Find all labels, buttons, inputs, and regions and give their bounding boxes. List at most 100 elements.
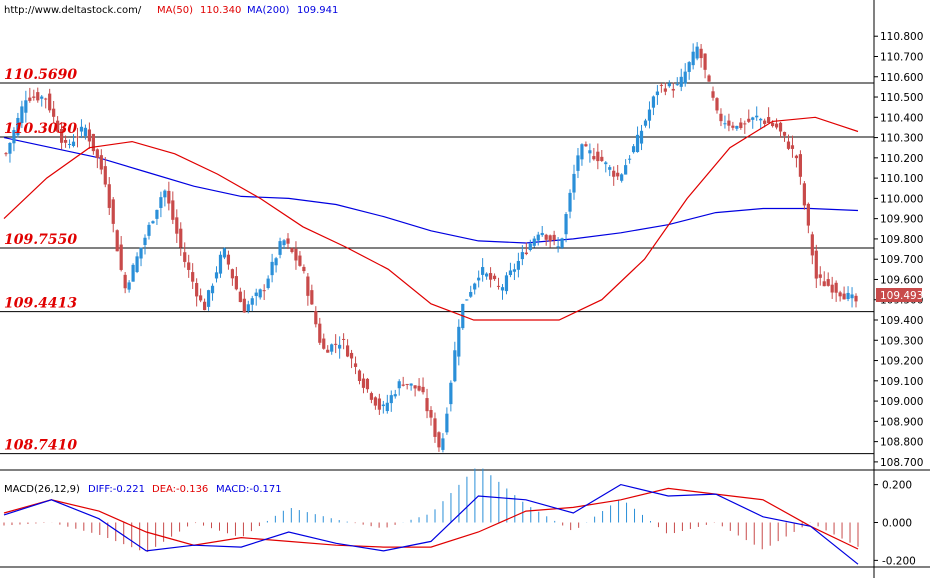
candle-body (647, 109, 652, 121)
candle-body (739, 122, 743, 128)
candle-body (8, 142, 12, 154)
candle-body (44, 98, 48, 100)
candle-body (620, 174, 624, 181)
candle-body (485, 273, 489, 277)
candle-body (763, 120, 767, 124)
candle-body (500, 287, 505, 291)
candle-body (715, 98, 719, 111)
candle-body (95, 149, 99, 159)
candle-body (703, 53, 707, 70)
ma200-label: MA(200) (247, 5, 289, 16)
candle-body (56, 120, 60, 132)
candle-body (310, 290, 314, 305)
candle-body (806, 203, 810, 226)
candle-body (242, 298, 246, 313)
candle-body (238, 291, 242, 303)
candle-body (199, 295, 203, 301)
ma50-label: MA(50) (157, 5, 193, 16)
candle-body (608, 167, 612, 170)
candle-body (278, 241, 282, 255)
candle-body (663, 88, 667, 92)
candle-body (548, 235, 552, 242)
candle-body (624, 165, 628, 175)
price-tick-label: 110.300 (880, 133, 923, 145)
candle-body (12, 130, 16, 144)
site-url[interactable]: http://www.deltastock.com/ (4, 5, 142, 16)
candle-body (516, 260, 520, 270)
candle-body (540, 232, 544, 236)
candle-body (568, 192, 572, 212)
candle-body (71, 141, 76, 147)
candle-body (679, 76, 683, 87)
candle-body (413, 385, 417, 389)
candle-body (175, 217, 179, 234)
candle-body (425, 398, 429, 412)
candle-body (691, 51, 695, 66)
price-tick-label: 110.100 (880, 173, 923, 185)
candle-body (592, 156, 596, 160)
candle-body (143, 237, 147, 246)
candle-body (834, 282, 838, 293)
candle-body (397, 381, 401, 389)
candle-body (246, 304, 250, 311)
candle-body (24, 100, 28, 113)
candle-body (298, 255, 302, 266)
candle-body (294, 248, 298, 261)
candle-body (528, 243, 532, 250)
candle-body (393, 394, 397, 397)
candle-body (218, 254, 223, 274)
candle-body (87, 129, 91, 142)
candle-body (429, 410, 433, 418)
candle-body (536, 234, 540, 241)
ma50-line-layer (3, 116, 859, 321)
level-label: 110.3030 (4, 121, 77, 137)
candle-body (389, 395, 393, 404)
candle-body (266, 278, 270, 289)
candle-body (655, 91, 660, 96)
macd-tick-label: 0.000 (882, 518, 912, 530)
price-tick-label: 110.800 (880, 31, 923, 43)
candle-body (36, 92, 40, 101)
candle-body (508, 270, 513, 276)
candle-body (417, 385, 421, 391)
price-tick-label: 110.000 (880, 193, 923, 205)
candle-body (91, 133, 95, 152)
candle-body (842, 293, 846, 300)
candle-body (496, 285, 501, 287)
candle-body (651, 96, 656, 108)
price-tick-label: 108.700 (880, 457, 923, 469)
price-tick-label: 109.700 (880, 254, 923, 266)
candle-body (83, 127, 88, 136)
candle-body (759, 118, 763, 121)
candle-body (262, 290, 266, 292)
candle-body (75, 136, 80, 138)
candle-body (465, 299, 469, 301)
macd-tick-label: -0.200 (882, 555, 916, 567)
candle-body (401, 384, 405, 386)
candle-body (361, 378, 366, 388)
candle-body (234, 276, 238, 290)
candle-body (405, 383, 409, 385)
candle-body (107, 184, 111, 208)
candle-body (564, 214, 568, 235)
candle-body (616, 172, 620, 177)
candle-body (457, 326, 461, 357)
price-tick-label: 108.900 (880, 416, 923, 428)
candle-body (639, 130, 644, 144)
candle-body (767, 117, 771, 124)
macd-diff-line (3, 483, 859, 565)
candle-body (357, 370, 362, 382)
candle-body (40, 96, 44, 99)
candle-body (771, 122, 775, 127)
candle-body (258, 289, 262, 298)
candle-body (822, 281, 826, 287)
candle-body (492, 275, 497, 280)
candle-body (115, 230, 119, 252)
candle-body (556, 246, 560, 248)
candle-body (202, 301, 207, 311)
candle-body (282, 240, 286, 246)
candle-body (409, 383, 413, 386)
candle-body (572, 173, 576, 193)
candle-body (171, 200, 175, 220)
candle-body (659, 84, 663, 86)
